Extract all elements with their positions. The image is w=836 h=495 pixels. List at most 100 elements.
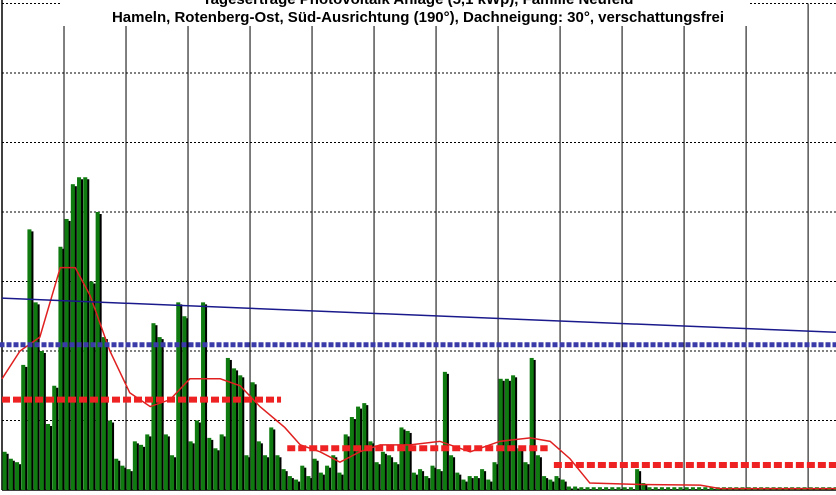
bar [461, 479, 466, 490]
bar [263, 455, 268, 490]
bar [690, 487, 695, 490]
bar [2, 451, 7, 490]
bar [399, 427, 404, 490]
bar [678, 487, 683, 490]
bar [405, 430, 410, 490]
bar [132, 441, 137, 490]
bar [449, 455, 454, 490]
bar [709, 487, 714, 490]
bar [411, 472, 416, 490]
bar [27, 229, 32, 490]
bar [504, 378, 509, 490]
bar [604, 487, 609, 490]
bar [666, 487, 671, 490]
bar [101, 337, 106, 490]
bar [163, 434, 168, 490]
bar [312, 458, 317, 490]
bar [287, 476, 292, 490]
bar [219, 434, 224, 490]
bar [70, 184, 75, 490]
line [1, 297, 836, 333]
bar [597, 487, 602, 490]
bar [232, 368, 237, 490]
bar [337, 472, 342, 490]
bar [672, 487, 677, 490]
bar [139, 444, 144, 490]
bar [542, 476, 547, 490]
bar [281, 469, 286, 490]
bar [39, 351, 44, 490]
bar [430, 465, 435, 490]
bar [591, 487, 596, 490]
bar [83, 177, 88, 490]
bar [393, 462, 398, 490]
bar [225, 357, 230, 490]
bar [684, 487, 689, 490]
title-background [60, 0, 750, 26]
bar [697, 487, 702, 490]
bar [8, 458, 13, 490]
bar [616, 487, 621, 490]
bar [622, 487, 627, 490]
bar [368, 441, 373, 490]
bar [95, 212, 100, 490]
bar [653, 487, 658, 490]
bar [659, 487, 664, 490]
bar [480, 469, 485, 490]
bar [436, 469, 441, 490]
bar [548, 479, 553, 490]
bar [318, 472, 323, 490]
bar [511, 375, 516, 490]
bar [473, 476, 478, 490]
bar [77, 177, 82, 490]
bar [498, 378, 503, 490]
bar [238, 375, 243, 490]
bar [201, 302, 206, 490]
bar [306, 476, 311, 490]
bar [294, 479, 299, 490]
bar [64, 218, 69, 490]
bar [126, 469, 131, 490]
bar [387, 455, 392, 490]
bar [89, 281, 94, 490]
bar [213, 448, 218, 490]
bar [46, 423, 51, 490]
line [2, 396, 836, 468]
bar [151, 323, 156, 490]
bar [579, 487, 584, 490]
bar [628, 487, 633, 490]
bar [108, 420, 113, 490]
bar [256, 441, 261, 490]
bar [275, 455, 280, 490]
bar [269, 427, 274, 490]
bar [529, 357, 534, 490]
bar [560, 479, 565, 490]
bar [455, 472, 460, 490]
bar [554, 476, 559, 490]
bar [300, 465, 305, 490]
bar [635, 469, 640, 490]
bar [207, 437, 212, 490]
bar [176, 302, 181, 490]
bar [145, 434, 150, 490]
bar [325, 465, 330, 490]
bar [566, 486, 571, 490]
bar [492, 462, 497, 490]
bar [244, 455, 249, 490]
bar [523, 462, 528, 490]
bar [467, 476, 472, 490]
bar [182, 316, 187, 490]
bar [58, 246, 63, 490]
bar [585, 487, 590, 490]
bar [21, 364, 26, 490]
bar [517, 448, 522, 490]
bar [343, 434, 348, 490]
bar [120, 465, 125, 490]
bar [170, 455, 175, 490]
chart-title: Tageserträge Photovoltaik Anlage (5,1 kW… [203, 0, 634, 8]
bar [33, 302, 38, 490]
bar [194, 420, 199, 490]
bar [442, 371, 447, 490]
bar [349, 417, 354, 490]
